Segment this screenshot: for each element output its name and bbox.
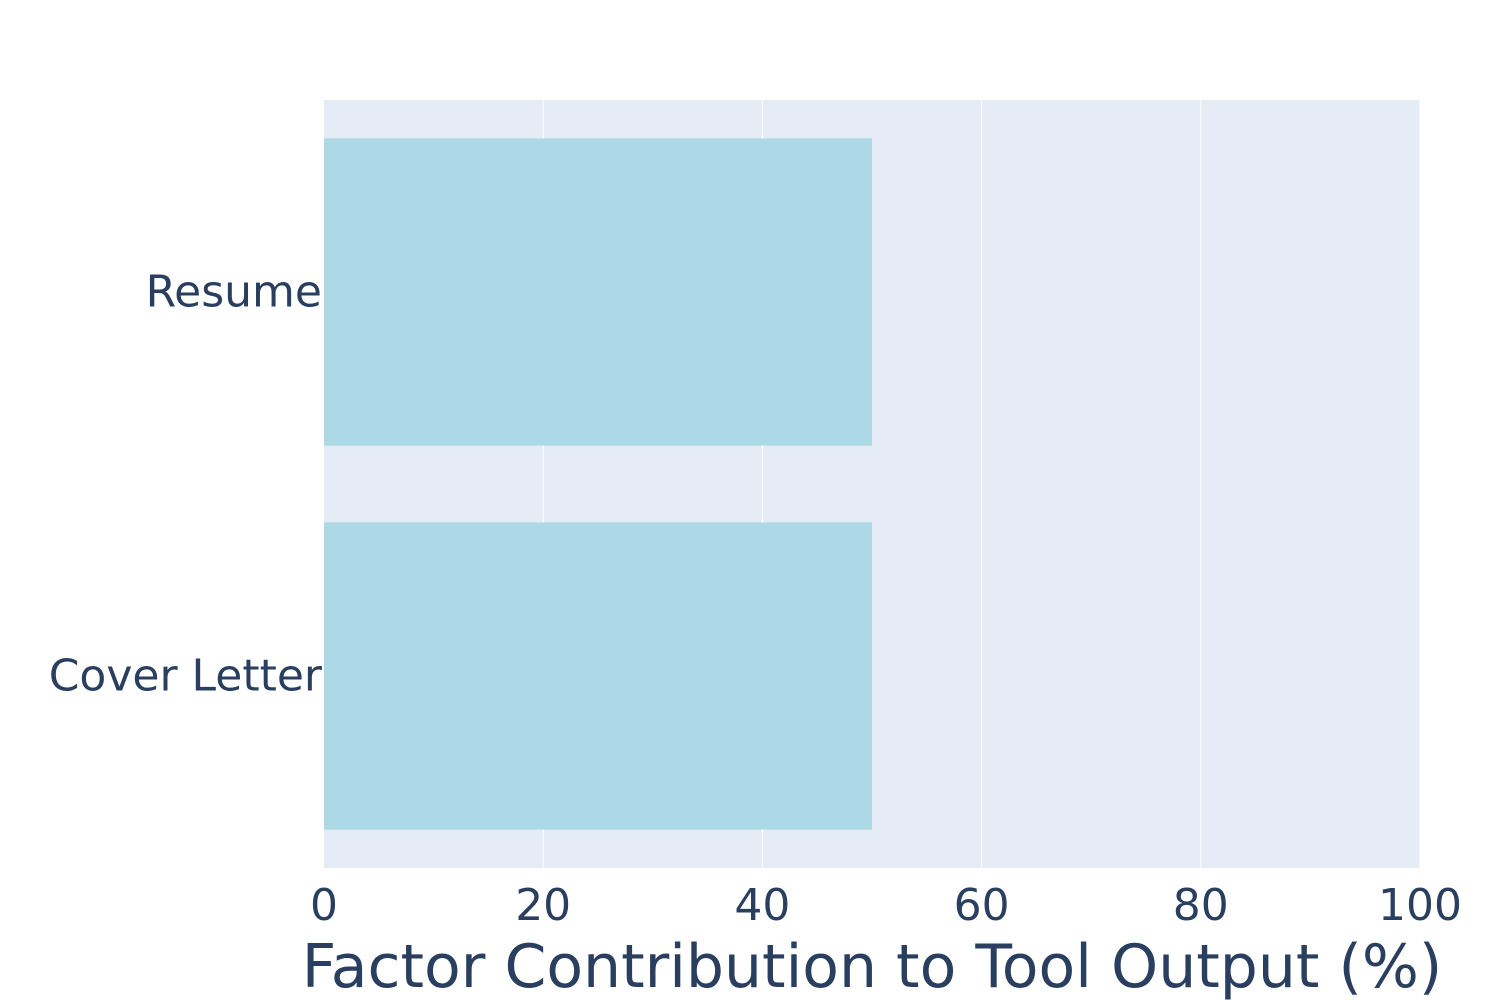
- y-axis-tick-labels: Resume Cover Letter: [49, 267, 323, 702]
- bar-cover-letter: [324, 522, 872, 830]
- x-tick-label-100: 100: [1378, 880, 1462, 931]
- x-axis-title: Factor Contribution to Tool Output (%): [302, 932, 1443, 1000]
- x-tick-label-20: 20: [515, 880, 571, 931]
- bar-resume: [324, 138, 872, 446]
- x-tick-label-40: 40: [734, 880, 790, 931]
- y-tick-label-cover-letter: Cover Letter: [49, 651, 323, 702]
- x-tick-label-80: 80: [1173, 880, 1229, 931]
- bars: [324, 138, 872, 830]
- x-tick-label-0: 0: [310, 880, 338, 931]
- x-axis-tick-labels: 0 20 40 60 80 100: [310, 880, 1462, 931]
- x-tick-label-60: 60: [954, 880, 1010, 931]
- y-tick-label-resume: Resume: [146, 267, 322, 318]
